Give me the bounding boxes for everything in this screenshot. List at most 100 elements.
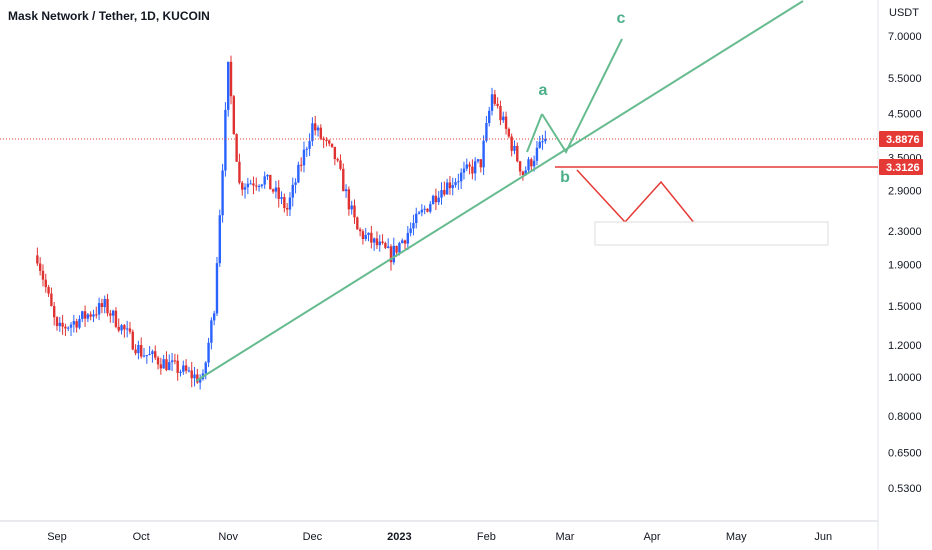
candle-body [55,317,59,327]
x-tick-label: Oct [133,531,150,543]
candle-body [95,314,98,316]
candle-body [103,298,106,308]
candle-body [266,174,269,177]
candle-body [361,231,365,239]
candle-body [238,161,241,183]
candle-body [518,161,522,172]
candle-body [252,183,255,186]
candle-body [246,183,250,188]
candle-body [170,360,174,363]
candle-body [516,145,519,162]
candle-body [322,138,325,141]
candle-body [58,322,62,327]
candle-body [372,238,376,243]
candle-body [423,208,426,210]
candle-body [179,371,182,373]
candle-body [502,116,505,121]
candle-body [125,328,129,330]
candle-body [459,172,463,182]
x-tick-label: Feb [477,531,496,543]
candle-body [291,184,294,198]
x-tick-label: Mar [556,531,575,543]
wave-label-a: a [539,82,548,99]
candle-body [72,321,76,325]
candle-body [437,197,440,203]
candle-body [249,183,252,185]
candle-body [350,205,353,210]
candle-body [106,298,109,314]
candle-body [165,359,168,371]
candle-body [114,310,118,327]
candle-body [285,208,289,210]
candle-body [257,185,261,187]
candle-body [92,314,95,317]
candle-body [86,314,90,319]
candle-body [159,364,163,369]
candle-body [142,355,146,357]
candle-body [299,164,303,166]
candle-body [131,331,134,350]
candle-body [229,61,233,97]
candle-body [52,306,56,318]
candle-body [269,174,272,190]
candle-body [370,232,373,243]
candle-body [151,351,154,355]
candle-body [426,208,429,212]
candle-body [255,185,258,187]
candle-body [358,229,362,232]
candle-body [162,359,165,369]
y-tick-label: 0.8000 [888,411,922,423]
candle-body [232,96,236,135]
candle-body [260,184,264,186]
candle-body [288,197,292,210]
candle-body [187,370,191,372]
candle-body [532,160,536,167]
candle-body [443,190,446,195]
candle-body [44,279,47,288]
candle-body [47,287,50,294]
candle-body [81,311,84,319]
current-price-badge-text: 3.8876 [886,134,920,146]
candle-body [156,357,160,365]
candle-body [319,127,323,139]
candle-body [386,246,390,248]
candle-body [395,245,398,253]
candle-body [392,245,395,263]
candle-body [544,138,547,142]
candle-body [145,355,149,357]
candle-body [535,147,539,161]
candle-body [64,326,67,329]
candle-body [134,349,137,354]
candle-body [401,240,404,243]
candle-body [496,103,499,106]
candle-body [50,293,53,307]
candle-body [184,365,188,371]
candle-body [330,143,334,147]
candle-body [36,255,39,264]
y-tick-label: 1.9000 [888,259,922,271]
candle-body [454,182,457,186]
candle-body [263,176,266,185]
y-tick-label: 1.2000 [888,340,922,352]
x-tick-label: May [726,531,747,543]
candle-body [78,318,81,328]
candle-body [389,246,393,263]
candle-body [336,159,339,161]
candle-body [294,182,297,185]
candle-body [277,187,280,199]
candle-body [148,354,151,356]
y-tick-label: 5.5000 [888,73,922,85]
candle-body [415,213,418,224]
candle-body [367,232,370,236]
ascending-trendline [195,0,804,382]
wave-leg-into-a [526,113,543,153]
candle-body [378,241,381,246]
candle-body [325,140,328,142]
candle-body [538,141,541,148]
candle-body [429,204,432,212]
y-tick-label: 1.0000 [888,372,922,384]
x-tick-label: 2023 [387,531,411,543]
candle-body [212,313,216,321]
candle-body [356,217,359,230]
